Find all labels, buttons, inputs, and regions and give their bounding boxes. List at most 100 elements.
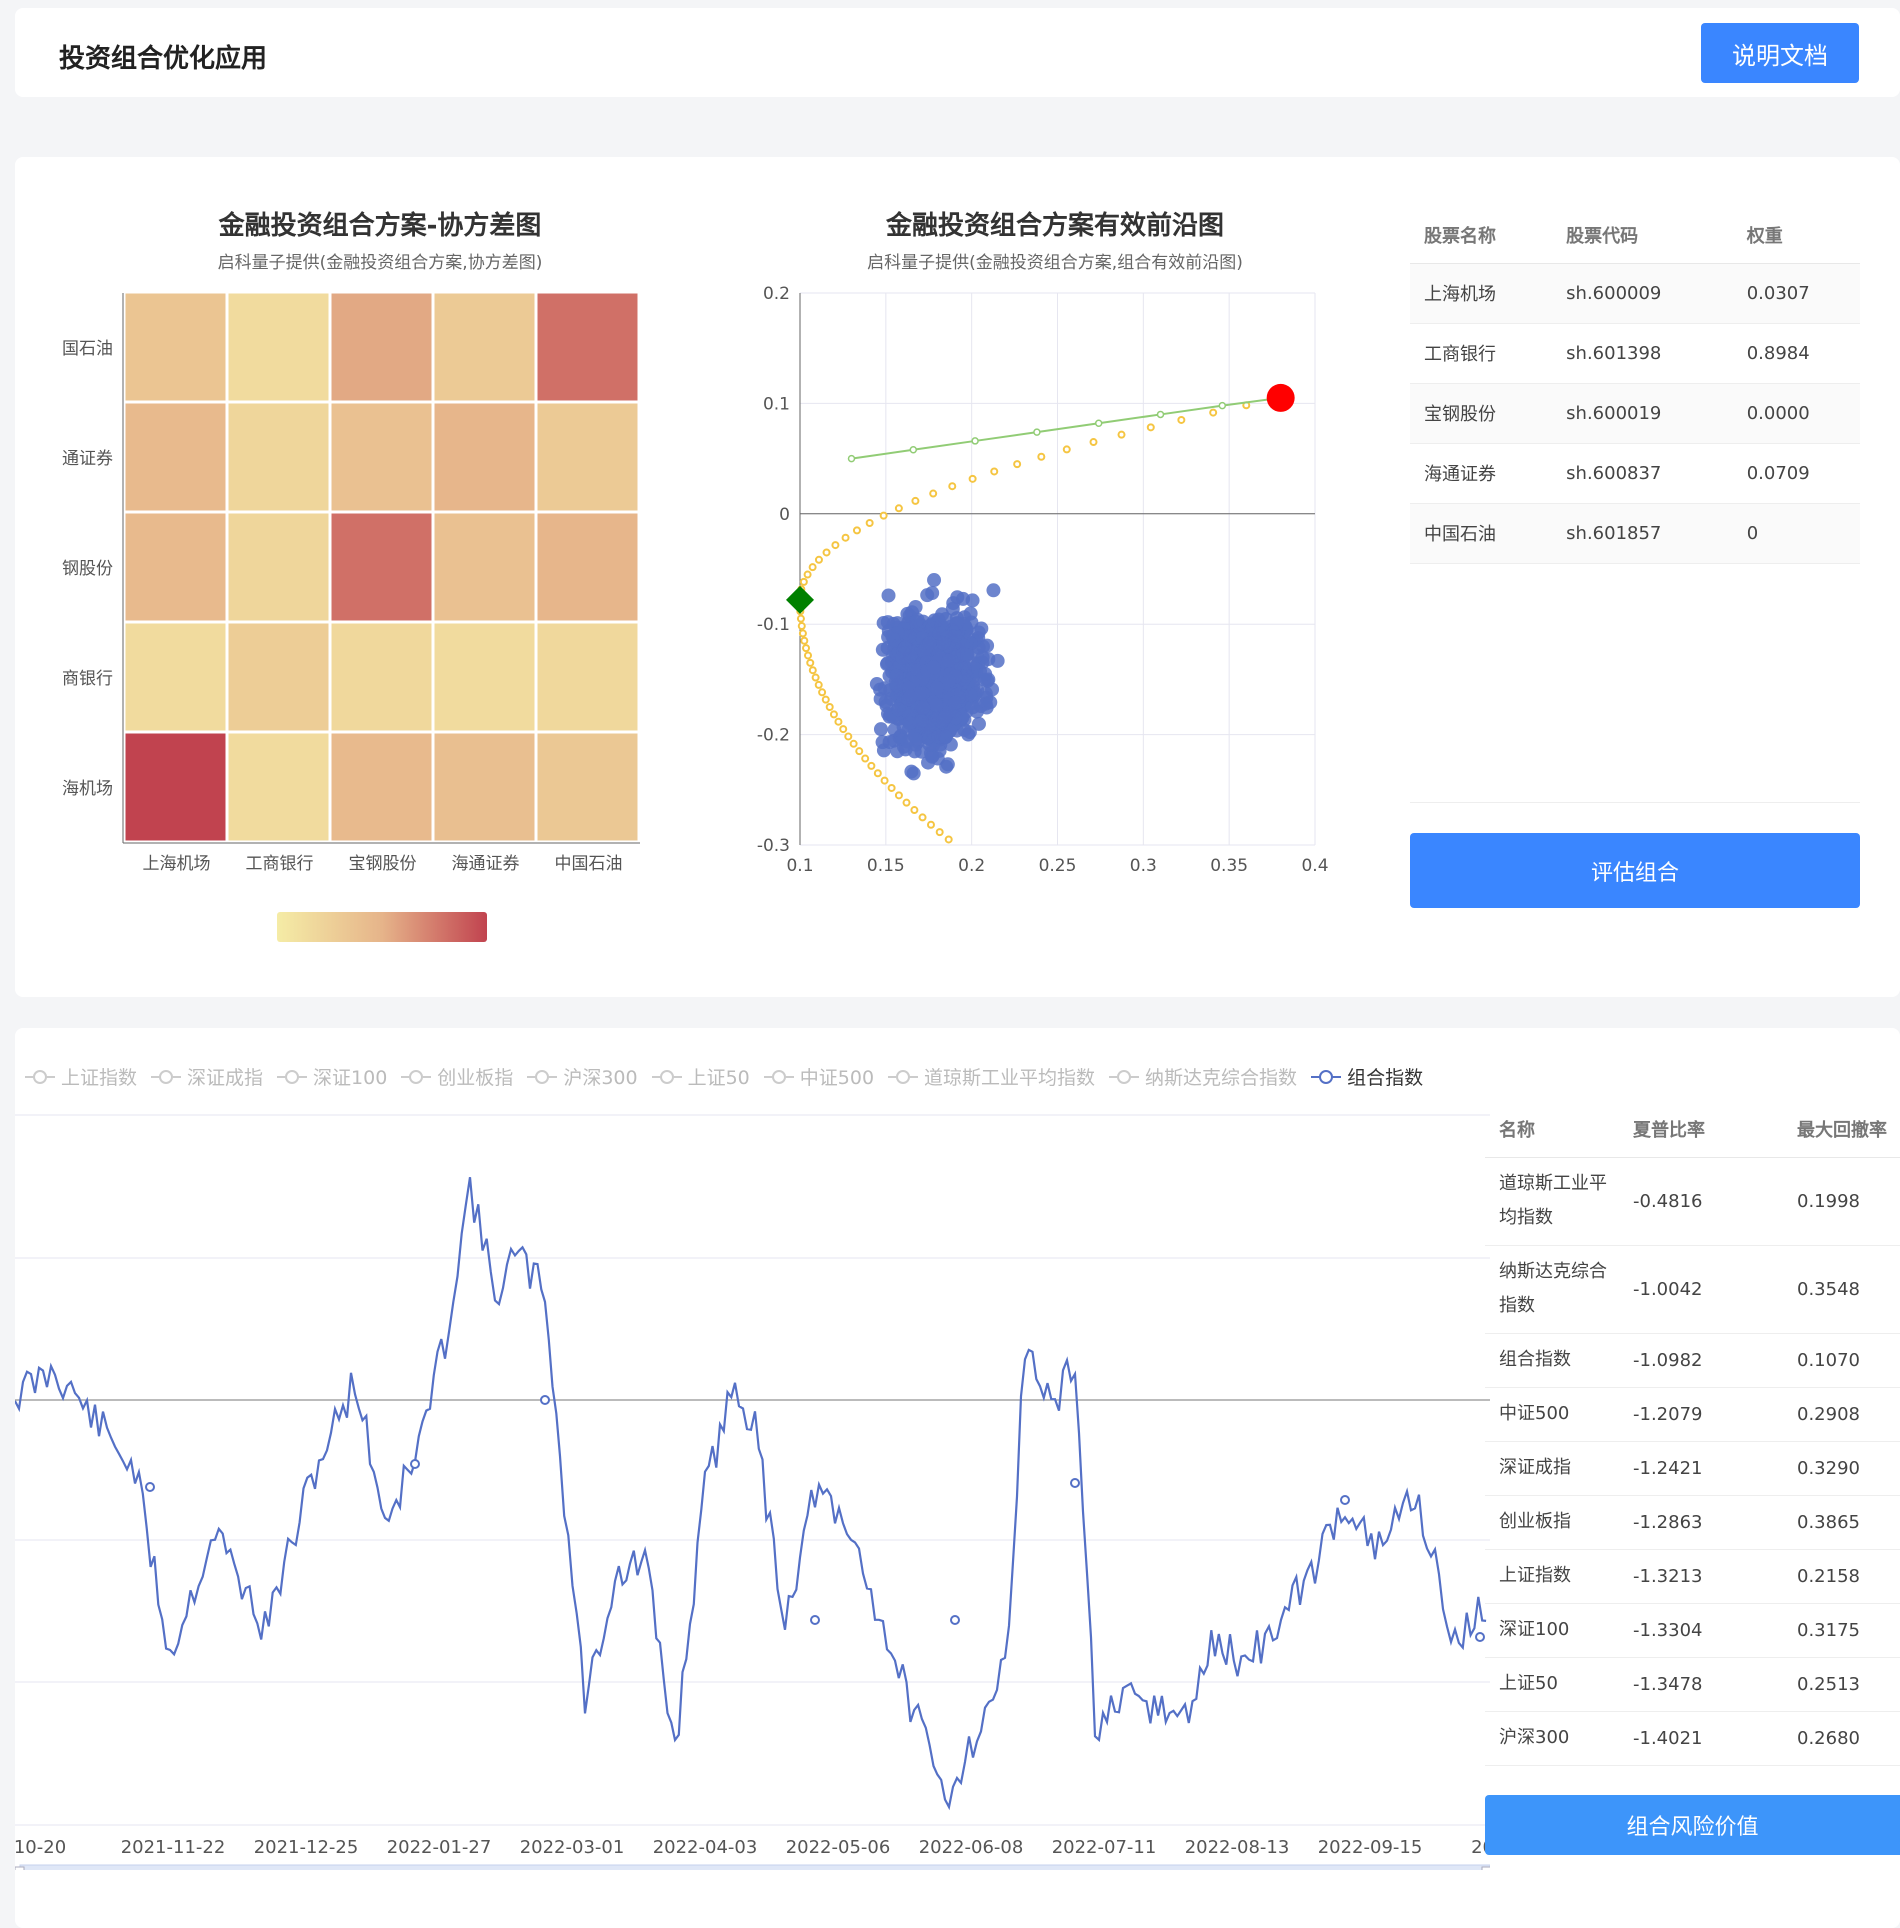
weights-cell: 宝钢股份 — [1410, 383, 1553, 444]
portfolio-point — [963, 606, 978, 621]
evaluate-portfolio-button[interactable]: 评估组合 — [1410, 833, 1860, 908]
legend-item[interactable]: 创业板指 — [401, 1063, 513, 1090]
frontier-point — [798, 629, 807, 638]
heatmap-title: 金融投资组合方案-协方差图 — [218, 211, 542, 241]
portfolio-point — [914, 714, 929, 729]
heatmap-cell[interactable] — [227, 512, 330, 622]
line-data-point — [1340, 1495, 1350, 1505]
heatmap-cell[interactable] — [536, 622, 639, 732]
heatmap-cell[interactable] — [433, 402, 536, 512]
frontier-point — [1117, 430, 1126, 439]
heatmap-color-scale[interactable] — [277, 912, 487, 942]
legend-item[interactable]: 深证成指 — [151, 1063, 263, 1090]
weights-cell: sh.601857 — [1552, 503, 1733, 564]
sharpe-cell: 组合指数 — [1485, 1333, 1619, 1388]
frontier-x-tick: 0.3 — [1130, 856, 1157, 876]
sharpe-cell: 上证指数 — [1485, 1549, 1619, 1604]
series-legend: 上证指数 深证成指 深证100 创业板指 沪深300 上证50 中证500 道琼斯工业平均指数… — [25, 1063, 1423, 1090]
portfolio-point — [978, 667, 993, 682]
portfolio-point — [902, 629, 917, 644]
heatmap-cell[interactable] — [330, 512, 433, 622]
portfolio-point — [962, 725, 977, 740]
frontier-point — [814, 555, 823, 564]
min-variance-marker[interactable] — [786, 585, 814, 614]
frontier-point — [811, 673, 820, 682]
frontier-point — [935, 828, 944, 837]
zoom-slider-handle-left[interactable] — [15, 1866, 25, 1870]
legend-item[interactable]: 组合指数 — [1311, 1063, 1423, 1090]
legend-item[interactable]: 道琼斯工业平均指数 — [888, 1063, 1095, 1090]
app-title: 投资组合优化应用 — [59, 44, 268, 74]
legend-label: 创业板指 — [437, 1067, 514, 1089]
portfolio-index-line — [15, 1177, 1487, 1811]
sharpe-cell: 0.1998 — [1783, 1157, 1900, 1246]
cml-point — [971, 437, 979, 445]
portfolio-point — [881, 588, 896, 603]
frontier-point — [1013, 460, 1022, 469]
heatmap-cell[interactable] — [227, 622, 330, 732]
sharpe-cell: 创业板指 — [1485, 1495, 1619, 1550]
heatmap-cell[interactable] — [433, 622, 536, 732]
heatmap-x-label: 中国石油 — [555, 854, 623, 874]
max-sharpe-marker[interactable] — [1266, 383, 1295, 412]
heatmap-cell[interactable] — [330, 732, 433, 842]
frontier-point — [831, 541, 840, 550]
heatmap-cell[interactable] — [330, 402, 433, 512]
frontier-y-tick: -0.3 — [757, 836, 790, 856]
portfolio-point — [891, 702, 906, 717]
zoom-slider-handle-right[interactable] — [1481, 1866, 1490, 1870]
frontier-point — [818, 688, 827, 697]
frontier-point — [849, 739, 858, 748]
portfolio-point — [927, 573, 942, 588]
heatmap-cell[interactable] — [227, 732, 330, 842]
sharpe-row: 组合指数 -1.0982 0.1070 — [1485, 1333, 1900, 1388]
heatmap-cell[interactable] — [124, 732, 227, 842]
sharpe-cell: 0.2680 — [1783, 1711, 1900, 1766]
legend-item[interactable]: 沪深300 — [527, 1063, 638, 1090]
legend-item[interactable]: 上证50 — [651, 1063, 750, 1090]
line-x-tick: 2022-03-01 — [520, 1837, 625, 1858]
legend-marker-icon — [888, 1069, 919, 1084]
heatmap-cell[interactable] — [227, 292, 330, 402]
heatmap-cell[interactable] — [536, 732, 639, 842]
heatmap-cell[interactable] — [330, 292, 433, 402]
heatmap-cell[interactable] — [536, 512, 639, 622]
legend-item[interactable]: 纳斯达克综合指数 — [1109, 1063, 1297, 1090]
legend-item[interactable]: 上证指数 — [25, 1063, 137, 1090]
legend-marker-icon — [651, 1069, 682, 1084]
frontier-point — [880, 776, 889, 785]
heatmap-cell[interactable] — [433, 512, 536, 622]
heatmap-cell[interactable] — [124, 512, 227, 622]
heatmap-cell[interactable] — [433, 292, 536, 402]
cml-point — [1218, 401, 1227, 410]
frontier-point — [808, 563, 817, 572]
heatmap-cell[interactable] — [433, 732, 536, 842]
heatmap-cell[interactable] — [124, 622, 227, 732]
portfolio-var-button[interactable]: 组合风险价值 — [1485, 1795, 1900, 1855]
sharpe-cell: 0.2513 — [1783, 1657, 1900, 1712]
legend-label: 纳斯达克综合指数 — [1145, 1067, 1298, 1089]
frontier-point — [829, 710, 838, 719]
heatmap-cell[interactable] — [330, 622, 433, 732]
sharpe-cell: 0.3548 — [1783, 1245, 1900, 1334]
cml-point — [847, 454, 856, 463]
heatmap-cell[interactable] — [536, 292, 639, 402]
efficient-frontier-chart: 0.20.10-0.1-0.2-0.30.1 0.15 0.2 0.25 0.3 0.35… — [757, 285, 1329, 876]
portfolio-point — [963, 688, 978, 703]
table-footer-divider — [1410, 802, 1860, 803]
heatmap-y-label: 钢股份 — [62, 559, 113, 579]
portfolio-point — [916, 701, 931, 716]
heatmap-cell[interactable] — [227, 402, 330, 512]
frontier-point — [802, 644, 811, 653]
frontier-subtitle: 启科量子提供(金融投资组合方案,组合有效前沿图) — [867, 253, 1243, 273]
zoom-slider-track[interactable] — [19, 1864, 1490, 1870]
heatmap-cell[interactable] — [124, 402, 227, 512]
portfolio-point — [909, 614, 924, 629]
frontier-title: 金融投资组合方案有效前沿图 — [885, 211, 1224, 241]
sharpe-cell: -1.2421 — [1619, 1441, 1783, 1496]
documentation-button[interactable]: 说明文档 — [1701, 23, 1859, 83]
heatmap-cell[interactable] — [536, 402, 639, 512]
heatmap-cell[interactable] — [124, 292, 227, 402]
legend-item[interactable]: 中证500 — [763, 1063, 874, 1090]
legend-item[interactable]: 深证100 — [277, 1063, 387, 1090]
